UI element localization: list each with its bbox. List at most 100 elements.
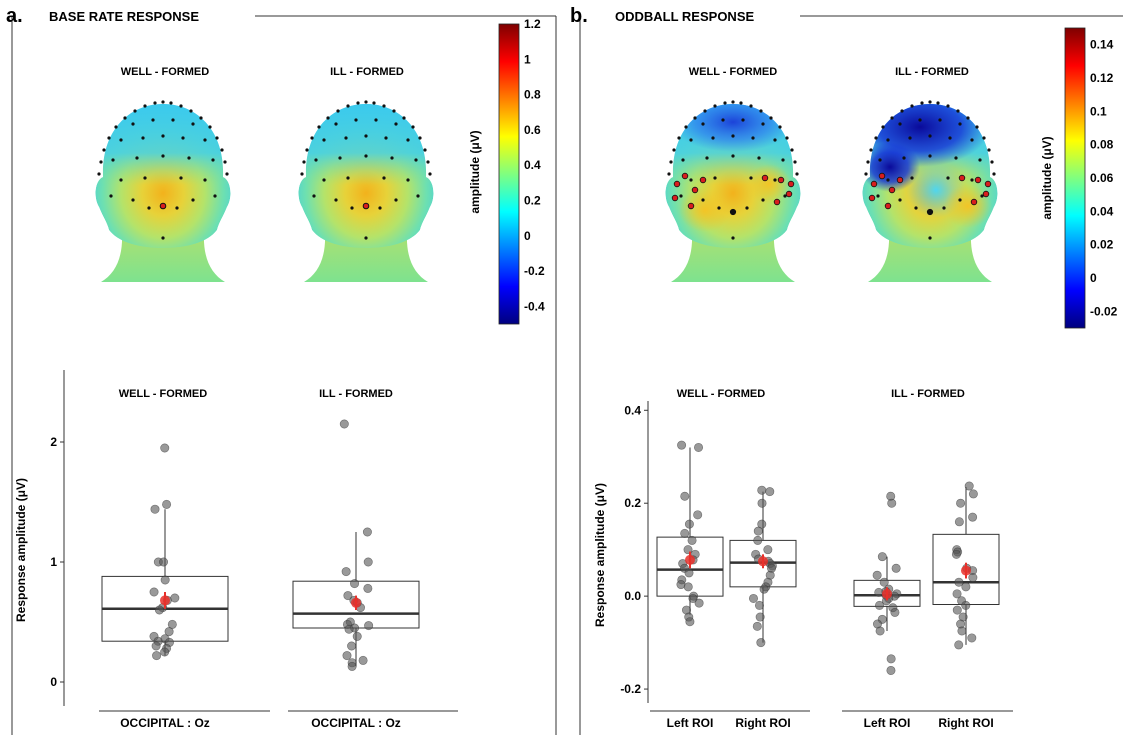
y-tick-label: 0.0 <box>624 589 641 603</box>
electrode-dot <box>672 148 676 152</box>
electrode-dot <box>936 101 940 105</box>
data-point <box>891 563 901 573</box>
colorbar-tick-label: 0.02 <box>1090 238 1114 252</box>
roi-electrode <box>974 176 982 184</box>
roi-b-4-label: Right ROI <box>938 716 993 730</box>
data-point <box>755 612 765 622</box>
electrode-dot <box>910 176 914 180</box>
electrode-dot <box>169 101 173 105</box>
electrode-dot <box>102 148 106 152</box>
group-a-well-label: OCCIPITAL : Oz <box>120 716 210 730</box>
electrode-dot <box>406 138 410 142</box>
colorbar-tick-label: 0.08 <box>1090 138 1114 152</box>
electrode-dot <box>175 206 179 210</box>
roi-electrode <box>691 186 699 194</box>
data-point <box>956 498 966 508</box>
colorbar-a-label: amplitude (μV) <box>468 130 482 213</box>
roi-electrode <box>687 202 695 210</box>
data-point <box>957 626 967 636</box>
electrode-dot <box>123 116 127 120</box>
mean-point <box>160 595 170 606</box>
electrode-dot <box>741 118 745 122</box>
electrode-dot <box>910 104 914 108</box>
electrode-dot <box>326 116 330 120</box>
data-point <box>961 582 971 592</box>
data-point <box>154 605 164 615</box>
electrode-dot <box>187 156 191 160</box>
panel-b-frame <box>579 15 1123 735</box>
data-point <box>694 442 704 452</box>
data-point <box>964 481 974 491</box>
electrode-dot <box>213 194 217 198</box>
electrode-dot <box>793 160 797 164</box>
electrode-dot <box>713 104 717 108</box>
electrode-dot <box>898 122 902 126</box>
roi-electrode <box>681 172 689 180</box>
electrode-dot <box>199 116 203 120</box>
electrode-dot <box>372 101 376 105</box>
electrode-dot <box>890 116 894 120</box>
electrode-dot <box>191 198 195 202</box>
panel-a-title: BASE RATE RESPONSE <box>49 9 199 24</box>
data-point <box>684 519 694 529</box>
electrode-dot <box>898 198 902 202</box>
electrode-dot <box>778 125 782 129</box>
data-point <box>344 624 354 634</box>
electrode-dot <box>761 122 765 126</box>
data-point <box>363 557 373 567</box>
electrode-dot <box>203 138 207 142</box>
electrode-dot <box>902 156 906 160</box>
data-point <box>339 419 349 429</box>
colorbar-tick-label: -0.02 <box>1090 304 1118 318</box>
data-point <box>677 440 687 450</box>
oz-electrode <box>729 208 737 216</box>
data-point <box>362 527 372 537</box>
roi-b-1-label: Left ROI <box>667 716 714 730</box>
electrode-dot <box>881 125 885 129</box>
colorbar-tick-label: 0.04 <box>1090 204 1114 218</box>
colorbar-tick-label: 1.2 <box>524 17 541 31</box>
electrode-dot <box>394 198 398 202</box>
electrode-dot <box>215 136 219 140</box>
data-point <box>164 627 174 637</box>
electrode-dot <box>980 194 984 198</box>
boxplot-b-ill-label: ILL - FORMED <box>891 388 965 400</box>
data-point <box>150 504 160 514</box>
data-point <box>680 491 690 501</box>
electrode-dot <box>392 109 396 113</box>
roi-electrode <box>896 176 904 184</box>
mean-point <box>351 597 361 608</box>
data-point <box>954 640 964 650</box>
topo-b-well-label: WELL - FORMED <box>689 66 777 78</box>
electrode-dot <box>334 122 338 126</box>
electrode-dot <box>769 116 773 120</box>
data-point <box>748 593 758 603</box>
electrode-dot <box>322 178 326 182</box>
electrode-dot <box>982 136 986 140</box>
data-point <box>954 577 964 587</box>
mean-point <box>685 554 695 565</box>
roi-electrode <box>868 194 876 202</box>
electrode-dot <box>151 118 155 122</box>
data-point <box>341 567 351 577</box>
roi-b-2-label: Right ROI <box>735 716 790 730</box>
data-point <box>753 535 763 545</box>
mean-point <box>961 565 971 576</box>
data-point <box>352 631 362 641</box>
electrode-dot <box>179 176 183 180</box>
roi-electrode <box>671 194 679 202</box>
electrode-dot <box>111 158 115 162</box>
oz-electrode <box>362 202 370 210</box>
boxplot-a-ylabel: Response amplitude (μV) <box>14 478 28 622</box>
electrode-dot <box>711 136 715 140</box>
roi-electrode <box>888 186 896 194</box>
electrode-dot <box>928 100 932 104</box>
electrode-dot <box>354 118 358 122</box>
data-point <box>364 621 374 631</box>
colorbar-b-ticks: 0.14 0.12 0.1 0.08 0.06 0.04 0.02 0 -0.02 <box>1090 38 1118 319</box>
electrode-dot <box>131 198 135 202</box>
data-point <box>757 485 767 495</box>
electrode-dot <box>223 160 227 164</box>
data-point <box>342 651 352 661</box>
electrode-dot <box>701 122 705 126</box>
